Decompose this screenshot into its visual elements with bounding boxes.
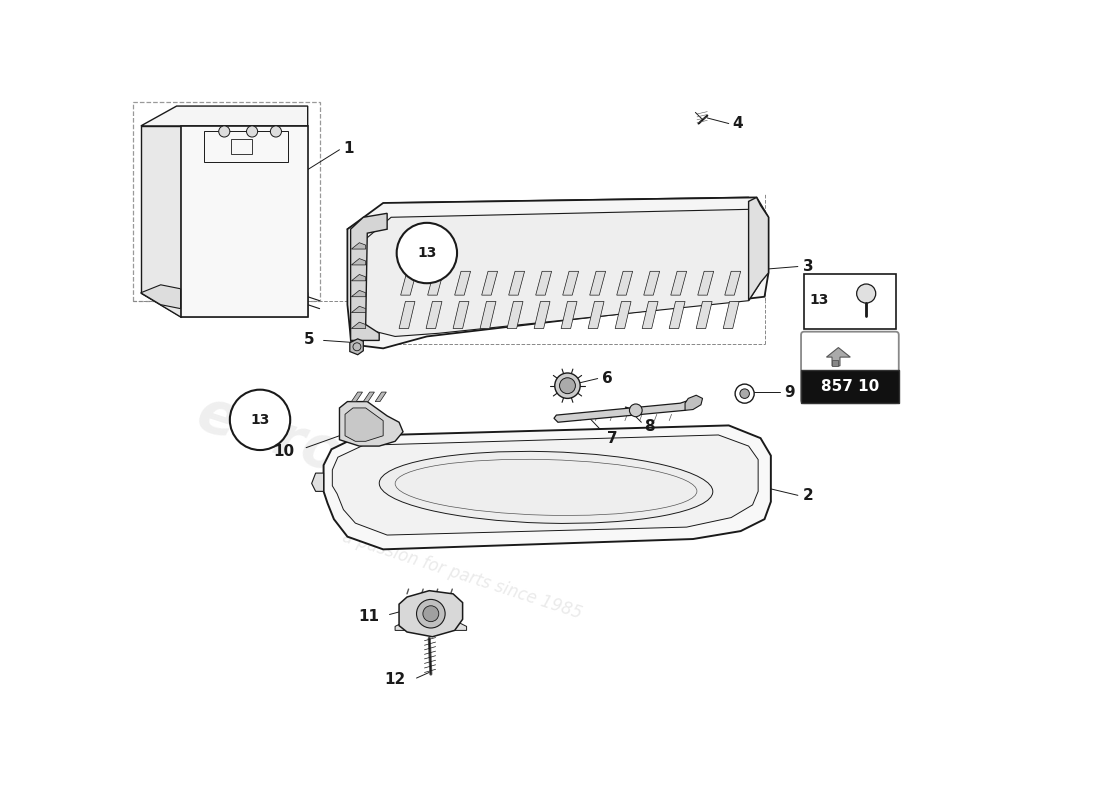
Polygon shape [480,302,496,329]
Text: 13: 13 [417,246,437,260]
Polygon shape [617,271,632,295]
Polygon shape [141,126,180,317]
Circle shape [560,378,575,394]
Polygon shape [671,271,686,295]
Ellipse shape [379,451,713,523]
Polygon shape [588,302,604,329]
Polygon shape [351,242,365,249]
Polygon shape [351,392,363,402]
Polygon shape [426,302,442,329]
Polygon shape [561,302,578,329]
Polygon shape [697,271,714,295]
Polygon shape [399,590,463,637]
Polygon shape [696,302,712,329]
Circle shape [554,373,580,398]
Polygon shape [454,271,471,295]
Polygon shape [351,290,365,297]
Text: 857 10: 857 10 [821,379,879,394]
Polygon shape [725,271,740,295]
Text: 9: 9 [784,385,795,399]
Polygon shape [644,271,660,295]
Polygon shape [563,271,579,295]
Polygon shape [428,271,443,295]
Polygon shape [340,402,403,446]
Polygon shape [669,302,685,329]
Polygon shape [351,274,365,281]
Circle shape [246,126,257,137]
Text: 5: 5 [304,332,315,347]
Polygon shape [351,306,365,313]
Polygon shape [345,408,383,442]
Polygon shape [375,392,386,402]
Polygon shape [615,302,631,329]
Polygon shape [395,622,466,630]
Polygon shape [749,198,769,301]
Polygon shape [363,210,760,337]
Polygon shape [826,347,850,366]
Text: 7: 7 [607,430,618,446]
Polygon shape [535,302,550,329]
Text: 12: 12 [384,672,406,687]
FancyBboxPatch shape [801,370,899,403]
Polygon shape [832,360,837,366]
Text: eurospecs: eurospecs [189,385,526,542]
Circle shape [230,390,290,450]
Polygon shape [363,392,374,402]
Polygon shape [351,258,365,265]
Polygon shape [590,271,606,295]
Polygon shape [536,271,551,295]
Text: 1: 1 [343,142,354,157]
FancyBboxPatch shape [804,274,895,329]
Text: 8: 8 [645,418,656,434]
Polygon shape [141,106,308,126]
Circle shape [219,126,230,137]
Text: 10: 10 [273,444,294,459]
Circle shape [629,404,642,417]
Polygon shape [141,285,180,309]
Polygon shape [323,426,771,550]
Polygon shape [332,435,758,535]
Polygon shape [482,271,497,295]
Text: 3: 3 [803,259,813,274]
Polygon shape [399,302,415,329]
Text: 13: 13 [251,413,270,427]
Polygon shape [723,302,739,329]
FancyBboxPatch shape [801,332,899,403]
Text: 4: 4 [733,116,744,131]
Polygon shape [554,400,693,422]
Polygon shape [453,302,469,329]
Polygon shape [348,198,769,348]
Polygon shape [507,302,522,329]
Polygon shape [311,473,323,491]
Circle shape [857,284,876,303]
Text: 11: 11 [359,610,380,624]
Text: a passion for parts since 1985: a passion for parts since 1985 [341,527,585,622]
Polygon shape [350,339,363,354]
Circle shape [740,389,749,398]
Text: 13: 13 [810,293,829,307]
Polygon shape [685,395,703,410]
Polygon shape [351,322,365,329]
Text: 2: 2 [803,488,813,503]
Polygon shape [400,271,417,295]
Circle shape [417,599,446,628]
Circle shape [422,606,439,622]
Polygon shape [141,293,308,317]
Polygon shape [180,126,308,317]
Circle shape [397,223,458,283]
Circle shape [271,126,282,137]
Text: 6: 6 [602,371,613,386]
Polygon shape [642,302,658,329]
Polygon shape [351,214,387,341]
Polygon shape [508,271,525,295]
